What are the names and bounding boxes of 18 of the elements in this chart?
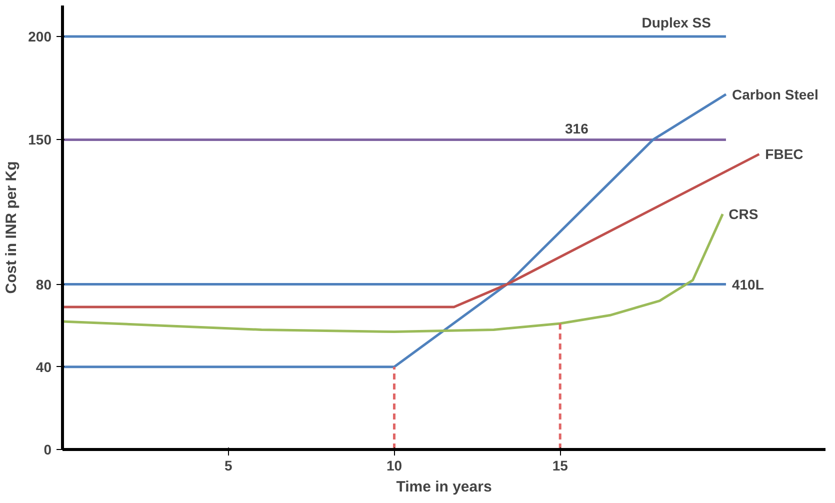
series-label: CRS — [728, 206, 758, 222]
y-tick-label: 80 — [36, 276, 52, 292]
series-label: FBEC — [765, 146, 804, 162]
series-label: 410L — [732, 276, 764, 292]
y-axis-title: Cost in INR per Kg — [3, 161, 20, 294]
y-tick-label: 0 — [44, 442, 52, 458]
line-series — [62, 212, 724, 334]
x-axis-title: Time in years — [396, 478, 492, 496]
annotation: 316 — [565, 120, 589, 137]
x-tick-label: 15 — [552, 458, 568, 474]
y-tick-label: 200 — [28, 28, 52, 44]
series-label: Duplex SS — [642, 14, 711, 30]
series-label: Carbon Steel — [732, 86, 818, 102]
y-tick-label: 150 — [28, 132, 52, 148]
x-tick-label: 5 — [224, 458, 232, 474]
line-series — [62, 93, 728, 368]
x-tick-label: 10 — [386, 458, 402, 474]
y-tick-label: 40 — [36, 358, 52, 375]
